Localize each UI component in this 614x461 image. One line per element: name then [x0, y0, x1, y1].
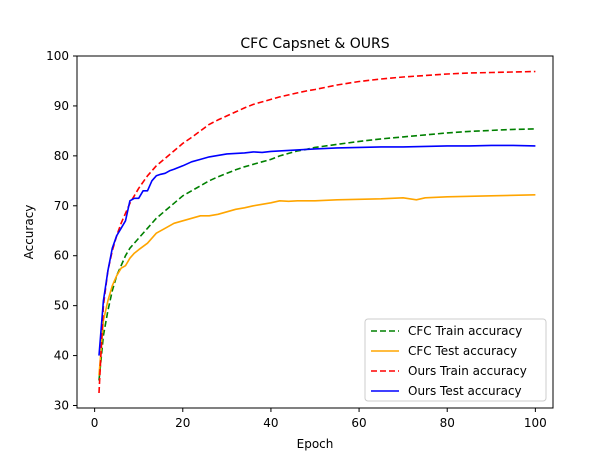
series-line-2 [98, 194, 536, 376]
x-tick-label: 100 [524, 416, 547, 430]
legend-label-3: Ours Train accuracy [408, 364, 527, 378]
legend-label-2: CFC Test accuracy [408, 344, 517, 358]
x-tick-label: 60 [351, 416, 366, 430]
y-tick-label: 40 [54, 349, 69, 363]
x-tick-label: 80 [440, 416, 455, 430]
y-tick-label: 70 [54, 199, 69, 213]
legend-label-1: CFC Train accuracy [408, 324, 522, 338]
chart-title: CFC Capsnet & OURS [240, 36, 389, 52]
y-tick-label: 50 [54, 299, 69, 313]
x-tick-label: 40 [263, 416, 278, 430]
legend: CFC Train accuracy CFC Test accuracy Ours … [364, 318, 547, 402]
x-tick-label: 20 [175, 416, 190, 430]
y-tick-label: 90 [54, 99, 69, 113]
y-tick-label: 100 [46, 49, 69, 63]
legend-box [364, 318, 547, 402]
y-tick-label: 60 [54, 249, 69, 263]
series-line-1 [98, 128, 536, 381]
y-tick-label: 80 [54, 149, 69, 163]
y-axis-label: Accuracy [22, 205, 36, 260]
series-line-4 [98, 144, 536, 356]
legend-label-4: Ours Test accuracy [408, 384, 522, 398]
axes: 0 20 40 60 80 100 30 40 50 60 70 80 90 100 [46, 49, 554, 430]
x-tick-label: 0 [91, 416, 99, 430]
plot-lines [98, 70, 536, 394]
x-axis-label: Epoch [297, 437, 334, 451]
y-tick-label: 30 [54, 399, 69, 413]
series-line-3 [98, 70, 536, 394]
plot-frame [76, 55, 554, 409]
